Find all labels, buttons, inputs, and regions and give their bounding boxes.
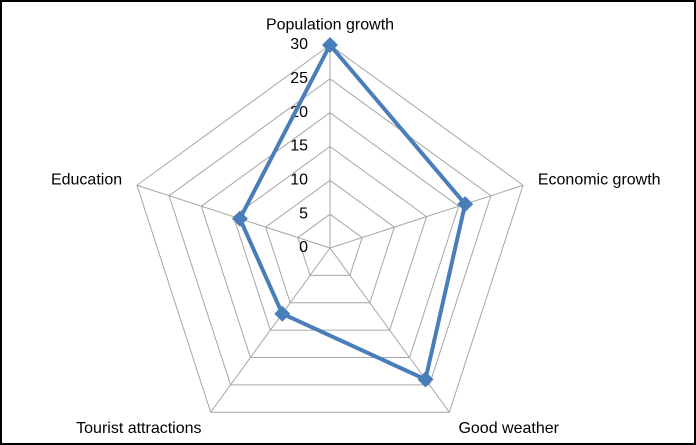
category-label: Economic growth [538, 172, 661, 189]
r-tick-label: 10 [290, 172, 308, 189]
grid-ring [136, 44, 524, 413]
grid-ring [200, 112, 460, 358]
data-marker [457, 196, 474, 213]
category-label: Population growth [266, 17, 394, 34]
series-line [237, 43, 468, 382]
grid-ring [232, 145, 428, 331]
axis-spoke [329, 247, 450, 413]
axis-spoke [210, 247, 331, 413]
r-tick-label: 15 [290, 138, 308, 155]
r-tick-label: 30 [290, 36, 308, 53]
category-label: Good weather [458, 420, 559, 437]
data-marker [417, 371, 434, 388]
data-marker [231, 210, 248, 227]
data-marker [274, 305, 291, 322]
r-tick-label: 5 [299, 205, 308, 222]
grid-ring [168, 78, 492, 386]
category-label: Education [51, 172, 122, 189]
category-label: Tourist attractions [76, 420, 201, 437]
data-marker [322, 37, 338, 53]
r-tick-label: 25 [290, 70, 308, 87]
axis-spoke [136, 184, 331, 249]
r-tick-label: 0 [299, 239, 308, 256]
axis-spoke [329, 184, 524, 249]
grid-ring [265, 179, 395, 304]
grid-ring [297, 213, 363, 276]
